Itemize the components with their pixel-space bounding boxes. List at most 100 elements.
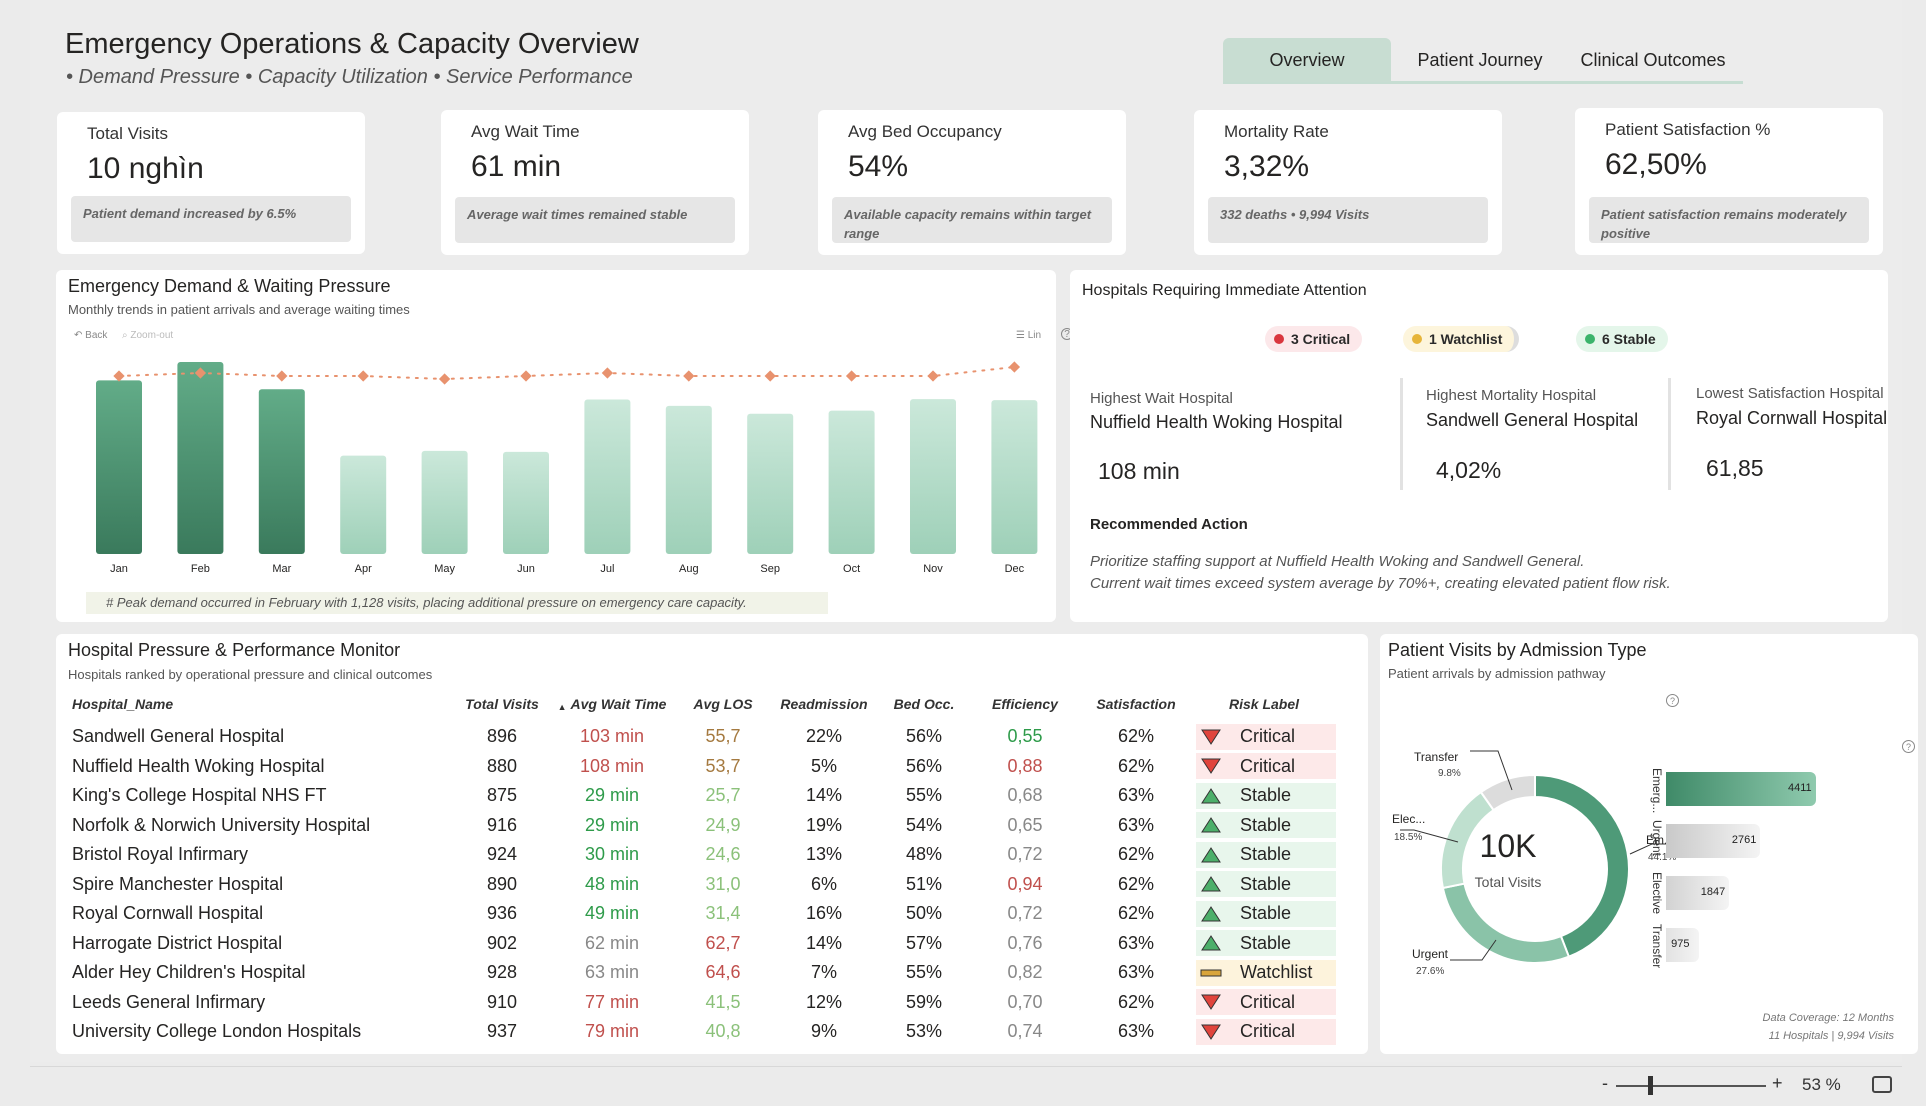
table-row[interactable]: Leeds General Infirmary 910 77 min 41,5 12% 5… bbox=[66, 988, 1336, 1018]
fit-to-page-icon[interactable] bbox=[1872, 1076, 1892, 1093]
recommended-action-line2: Current wait times exceed system average… bbox=[1090, 575, 1671, 592]
zoom-level: 53 % bbox=[1802, 1075, 1841, 1094]
admission-bar-label: Urgent bbox=[1650, 820, 1664, 857]
admission-bar-value: 2761 bbox=[1731, 834, 1757, 846]
cell-efficiency: 0,72 bbox=[1007, 844, 1043, 865]
table-row[interactable]: University College London Hospitals 937 79… bbox=[66, 1017, 1336, 1047]
bar-dec[interactable] bbox=[991, 400, 1038, 554]
admission-bar-1[interactable] bbox=[1666, 824, 1760, 858]
table-row[interactable]: Spire Manchester Hospital 890 48 min 31,0 6%… bbox=[66, 870, 1336, 900]
zoom-slider-thumb[interactable] bbox=[1648, 1076, 1653, 1095]
wait-point-oct[interactable] bbox=[845, 370, 858, 382]
tab-clinical-outcomes[interactable]: Clinical Outcomes bbox=[1580, 50, 1726, 70]
monitor-title: Hospital Pressure & Performance Monitor bbox=[68, 640, 401, 660]
pill-label: 6 Stable bbox=[1602, 331, 1656, 347]
wait-point-apr[interactable] bbox=[357, 370, 369, 382]
cell-hospital-name: King's College Hospital NHS FT bbox=[72, 785, 327, 806]
slice-pct-transfer: 9.8% bbox=[1438, 768, 1461, 779]
table-row[interactable]: Royal Cornwall Hospital 936 49 min 31,4 16% 5… bbox=[66, 899, 1336, 929]
col-efficiency[interactable]: Efficiency bbox=[992, 696, 1058, 712]
wait-point-jan[interactable] bbox=[113, 370, 125, 382]
cell-avg-los: 41,5 bbox=[705, 991, 741, 1012]
admission-bar-0[interactable] bbox=[1666, 772, 1816, 806]
bar-feb[interactable] bbox=[177, 362, 224, 554]
wait-point-dec[interactable] bbox=[1008, 361, 1021, 373]
col-risk-label[interactable]: Risk Label bbox=[1228, 696, 1300, 712]
admission-bar-2[interactable] bbox=[1666, 876, 1729, 910]
pill-stable[interactable]: 6 Stable bbox=[1576, 326, 1668, 352]
wait-point-sep[interactable] bbox=[764, 370, 776, 382]
admission-bar-3[interactable] bbox=[1666, 928, 1700, 962]
cell-avg-wait: 108 min bbox=[579, 755, 645, 776]
stable-triangle-icon bbox=[1201, 787, 1221, 804]
table-row[interactable]: Alder Hey Children's Hospital 928 63 min 64… bbox=[66, 958, 1336, 988]
table-row[interactable]: Norfolk & Norwich University Hospital 916… bbox=[66, 811, 1336, 841]
cell-avg-wait: 63 min bbox=[584, 962, 640, 983]
wait-point-aug[interactable] bbox=[683, 370, 695, 382]
kpi-note: 332 deaths • 9,994 Visits bbox=[1208, 197, 1488, 243]
cell-avg-los: 24,6 bbox=[705, 844, 741, 865]
month-label: Jul bbox=[600, 563, 614, 575]
risk-label: Critical bbox=[1240, 726, 1296, 747]
bar-apr[interactable] bbox=[340, 455, 387, 554]
bar-jan[interactable] bbox=[96, 380, 142, 554]
cell-avg-los: 53,7 bbox=[705, 755, 741, 776]
bar-sep[interactable] bbox=[747, 413, 794, 554]
col-hospital-name[interactable]: Hospital_Name bbox=[72, 696, 174, 712]
tab-patient-journey[interactable]: Patient Journey bbox=[1417, 50, 1543, 70]
chart-annotation: # Peak demand occurred in February with … bbox=[86, 592, 828, 614]
slice-label-transfer: Transfer bbox=[1414, 750, 1459, 764]
back-button[interactable]: ↶ Back bbox=[74, 330, 108, 341]
wait-point-nov[interactable] bbox=[927, 370, 939, 382]
cell-readmission: 19% bbox=[805, 814, 843, 835]
cell-efficiency: 0,72 bbox=[1007, 903, 1043, 924]
table-row[interactable]: Bristol Royal Infirmary 924 30 min 24,6 13% 4… bbox=[66, 840, 1336, 870]
pill-watchlist[interactable]: 1 Watchlist bbox=[1403, 326, 1520, 352]
donut-slice-0[interactable] bbox=[1534, 773, 1630, 958]
wait-point-mar[interactable] bbox=[276, 370, 288, 382]
kpi-value: 3,32% bbox=[1224, 150, 1310, 183]
table-row[interactable]: King's College Hospital NHS FT 875 29 min 2… bbox=[66, 781, 1336, 811]
donut-slice-3[interactable] bbox=[1479, 773, 1536, 812]
coverage-line2: 11 Hospitals | 9,994 Visits bbox=[1768, 1030, 1894, 1042]
zoom-in-button[interactable]: + bbox=[1772, 1073, 1783, 1093]
col-readmission[interactable]: Readmission bbox=[780, 696, 868, 712]
cell-hospital-name: University College London Hospitals bbox=[72, 1021, 362, 1042]
pill-label: 1 Watchlist bbox=[1429, 331, 1503, 347]
col-avg-wait[interactable]: ▲ Avg Wait Time bbox=[548, 686, 676, 722]
zoom-slider-track[interactable] bbox=[1616, 1085, 1766, 1087]
table-row[interactable]: Nuffield Health Woking Hospital 880 108 mi… bbox=[66, 752, 1336, 782]
col-avg-los[interactable]: Avg LOS bbox=[693, 696, 753, 712]
cell-risk-label: Stable bbox=[1192, 899, 1336, 929]
zoom-out-button[interactable]: ⌕ Zoom-out bbox=[122, 330, 174, 341]
cell-readmission: 12% bbox=[805, 991, 843, 1012]
donut-slice-1[interactable] bbox=[1441, 882, 1571, 964]
cell-avg-wait: 79 min bbox=[584, 1021, 640, 1042]
bar-may[interactable] bbox=[421, 450, 468, 554]
bar-aug[interactable] bbox=[665, 405, 712, 554]
bar-jul[interactable] bbox=[584, 399, 631, 554]
lin-toggle[interactable]: ☰ Lin bbox=[1016, 330, 1042, 341]
col-total-visits[interactable]: Total Visits bbox=[465, 696, 539, 712]
bar-nov[interactable] bbox=[910, 399, 956, 554]
bar-jun[interactable] bbox=[503, 451, 549, 554]
pill-critical[interactable]: 3 Critical bbox=[1265, 326, 1363, 352]
table-row[interactable]: Harrogate District Hospital 902 62 min 62,7… bbox=[66, 929, 1336, 959]
col-satisfaction[interactable]: Satisfaction bbox=[1096, 696, 1176, 712]
bars-help-icon[interactable]: ? bbox=[1902, 740, 1915, 753]
tab-overview[interactable]: Overview bbox=[1223, 38, 1391, 82]
cell-satisfaction: 62% bbox=[1117, 726, 1155, 747]
wait-point-jul[interactable] bbox=[601, 367, 614, 379]
bar-oct[interactable] bbox=[828, 410, 875, 554]
cell-hospital-name: Norfolk & Norwich University Hospital bbox=[72, 814, 371, 835]
zoom-out-button[interactable]: - bbox=[1602, 1073, 1608, 1093]
donut-help-icon[interactable]: ? bbox=[1666, 694, 1679, 707]
table-row[interactable]: Sandwell General Hospital 896 103 min 55,7 2… bbox=[66, 722, 1336, 752]
risk-badge: Watchlist bbox=[1196, 959, 1336, 986]
wait-point-may[interactable] bbox=[438, 373, 451, 385]
bar-mar[interactable] bbox=[258, 389, 305, 554]
cell-bed-occ: 48% bbox=[905, 844, 943, 865]
col-bed-occ[interactable]: Bed Occ. bbox=[893, 696, 955, 712]
wait-point-jun[interactable] bbox=[520, 370, 532, 382]
